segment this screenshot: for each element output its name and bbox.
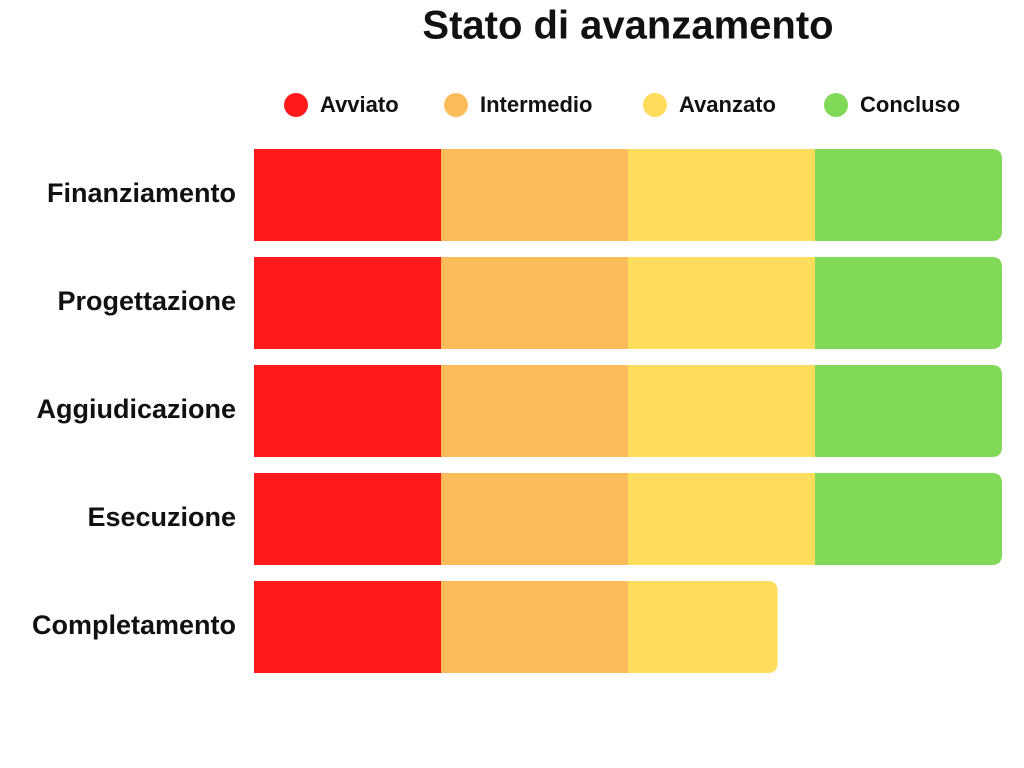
bar-segment: [815, 473, 1002, 565]
bar-segment: [628, 473, 816, 565]
category-label: Progettazione: [57, 286, 236, 316]
category-label: Completamento: [32, 610, 236, 640]
legend-label: Avviato: [320, 92, 399, 117]
category-label: Aggiudicazione: [36, 394, 236, 424]
legend-swatch: [284, 93, 308, 117]
bar-segment: [628, 149, 816, 241]
category-label: Finanziamento: [47, 178, 236, 208]
legend-swatch: [643, 93, 667, 117]
bar-segment: [815, 365, 1002, 457]
legend-label: Intermedio: [480, 92, 592, 117]
bar-segment: [628, 365, 816, 457]
chart-title: Stato di avanzamento: [422, 4, 833, 48]
legend-swatch: [824, 93, 848, 117]
bar-segment: [254, 149, 442, 241]
legend-label: Concluso: [860, 92, 960, 117]
category-label: Esecuzione: [87, 502, 236, 532]
bar-segment: [254, 473, 442, 565]
bar-segment: [441, 149, 629, 241]
bar-segment: [815, 257, 1002, 349]
bar-segment: [254, 365, 442, 457]
legend-label: Avanzato: [679, 92, 776, 117]
bar-segment: [628, 581, 778, 673]
bar-segment: [441, 581, 629, 673]
bar-segment: [441, 365, 629, 457]
legend-swatch: [444, 93, 468, 117]
bar-segment: [254, 257, 442, 349]
bar-segment: [441, 257, 629, 349]
bar-segment: [441, 473, 629, 565]
bar-segment: [254, 581, 442, 673]
bar-segment: [815, 149, 1002, 241]
bar-segment: [628, 257, 816, 349]
